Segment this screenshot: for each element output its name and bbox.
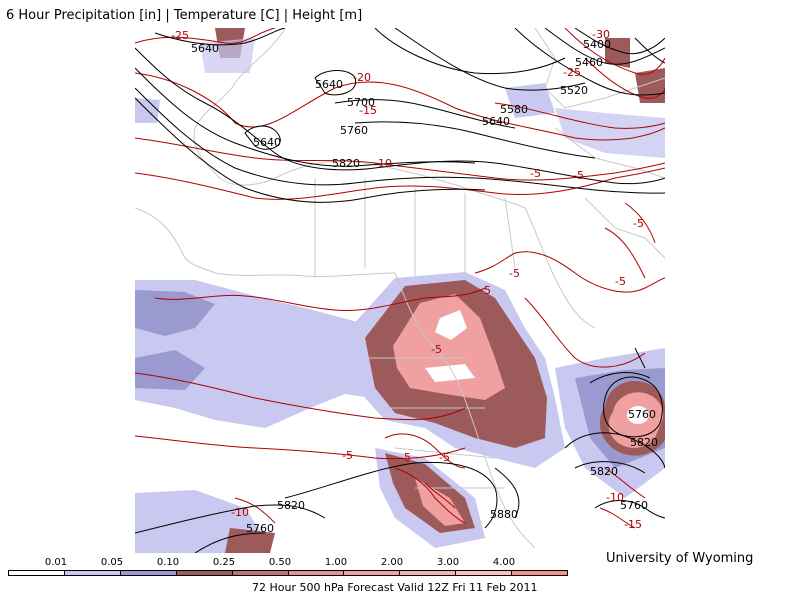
scale-label: 1.00: [324, 557, 348, 568]
temperature-label: -5: [480, 284, 491, 297]
scale-label: 0.10: [156, 557, 180, 568]
height-contours: [135, 28, 665, 553]
temperature-label: -10: [231, 506, 249, 519]
credit-label: University of Wyoming: [606, 551, 754, 566]
precip-indian-eye: [627, 406, 649, 424]
precip-north-light: [200, 38, 255, 73]
temperature-label: -5: [530, 167, 541, 180]
scale-swatch: [64, 571, 121, 575]
height-label: 5760: [246, 522, 274, 535]
height-label: 5820: [630, 436, 658, 449]
height-label: 5640: [315, 78, 343, 91]
height-label: 5820: [332, 157, 360, 170]
map-title: 6 Hour Precipitation [in] | Temperature …: [6, 8, 363, 23]
temperature-label: -5: [573, 169, 584, 182]
temperature-label: -10: [606, 491, 624, 504]
scale-label: 4.00: [492, 557, 516, 568]
precip-central-heavy: [393, 294, 505, 400]
height-label: 5820: [277, 499, 305, 512]
scale-swatch: [344, 571, 401, 575]
height-labels: 5640 5640 5640 5700 5760 5820 5400 5460 …: [191, 38, 658, 535]
scale-label: 0.05: [100, 557, 124, 568]
scale-label: 0.50: [268, 557, 292, 568]
scale-label: 3.00: [436, 557, 460, 568]
temperature-label: -5: [509, 267, 520, 280]
scale-swatch: [176, 571, 233, 575]
height-label: 5880: [490, 508, 518, 521]
scale-swatch: [288, 571, 345, 575]
forecast-map: 5640 5640 5640 5700 5760 5820 5400 5460 …: [135, 28, 665, 553]
temperature-label: -25: [563, 66, 581, 79]
temperature-label: -20: [353, 71, 371, 84]
height-label: 5760: [620, 499, 648, 512]
temperature-label: -25: [171, 29, 189, 42]
height-label: 5820: [590, 465, 618, 478]
precip-east-light: [555, 108, 665, 158]
precip-ne-light: [505, 83, 555, 118]
forecast-valid-time: 72 Hour 500 hPa Forecast Valid 12Z Fri 1…: [252, 581, 538, 594]
height-label: 5760: [628, 408, 656, 421]
temperature-label: -30: [592, 28, 610, 41]
temperature-labels: -25 -20 -15 -10 -30 -25 -5 -5 -5 -5 -5 -…: [171, 28, 644, 531]
height-label: 5520: [560, 84, 588, 97]
scale-swatch: [120, 571, 177, 575]
temperature-label: -5: [431, 343, 442, 356]
precip-atlantic-med: [135, 290, 215, 336]
precip-scale-bar: [8, 570, 568, 576]
temperature-label: -15: [624, 518, 642, 531]
scale-swatch: [512, 571, 568, 575]
country-borders: [135, 28, 665, 549]
scale-label: 2.00: [380, 557, 404, 568]
temperature-label: -15: [359, 104, 377, 117]
height-label: 5640: [253, 136, 281, 149]
precip-central-peak-2: [425, 364, 475, 382]
precip-scale-labels: 0.01 0.05 0.10 0.25 0.50 1.00 2.00 3.00 …: [8, 557, 568, 569]
height-label: 5640: [482, 115, 510, 128]
scale-swatch: [9, 571, 65, 575]
temperature-label: -5: [633, 217, 644, 230]
temperature-contours: [135, 28, 665, 529]
precip-central-peak: [435, 310, 467, 340]
scale-label: 0.25: [212, 557, 236, 568]
scale-swatch: [400, 571, 457, 575]
scale-label: 0.01: [44, 557, 68, 568]
height-label: 5400: [583, 38, 611, 51]
precip-sw-dark: [225, 528, 275, 553]
temperature-label: -5: [439, 451, 450, 464]
temperature-label: -5: [615, 275, 626, 288]
height-label: 5640: [191, 42, 219, 55]
precipitation-field: [135, 28, 665, 553]
precip-atlantic-med-2: [135, 350, 205, 390]
scale-swatch: [232, 571, 289, 575]
height-label: 5580: [500, 103, 528, 116]
height-label: 5700: [347, 96, 375, 109]
scale-swatch: [456, 571, 513, 575]
temperature-label: -5: [342, 449, 353, 462]
precip-ne-dark: [605, 38, 630, 68]
height-label: 5760: [340, 124, 368, 137]
height-label: 5460: [575, 56, 603, 69]
temperature-label: -5: [400, 451, 411, 464]
temperature-label: -10: [374, 157, 392, 170]
